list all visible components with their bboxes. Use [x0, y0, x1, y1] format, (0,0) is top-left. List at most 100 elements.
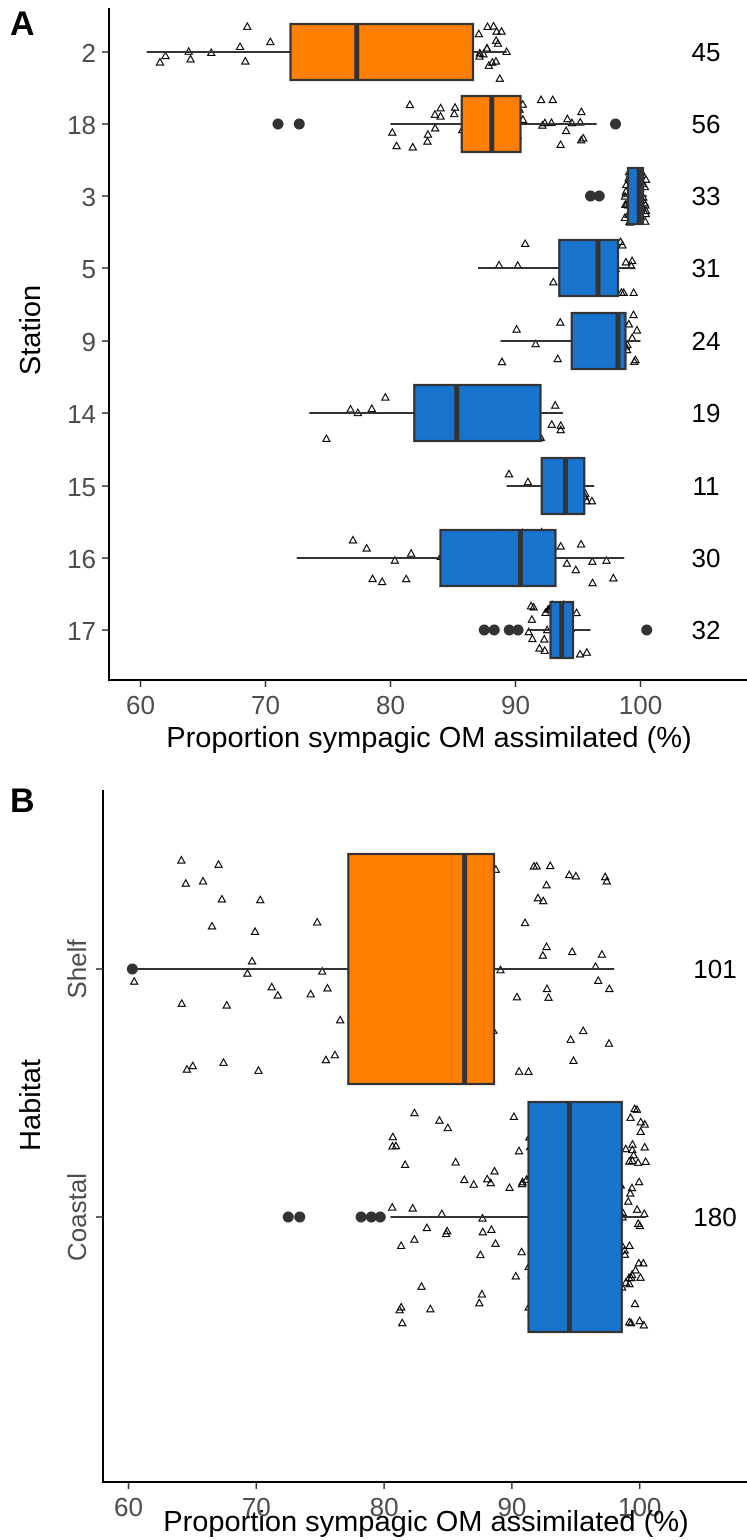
observation-point — [576, 135, 586, 144]
observation-point — [186, 54, 196, 63]
observation-point — [536, 94, 546, 104]
observation-point — [571, 565, 581, 574]
observation-point — [177, 998, 187, 1007]
observation-point — [555, 317, 565, 326]
observation-point — [541, 880, 552, 889]
observation-point — [449, 109, 459, 118]
observation-point — [408, 1203, 418, 1212]
observation-point — [634, 1177, 644, 1186]
observation-point — [562, 114, 572, 123]
y-tick-label: 3 — [82, 182, 96, 212]
observation-point — [588, 578, 598, 587]
panel-b: B Shelf Coastal 60 70 80 90 100 101 180 Propor… — [10, 782, 747, 1538]
observation-point — [546, 117, 557, 126]
observation-point — [425, 1304, 435, 1313]
panel-a-boxes — [146, 22, 653, 660]
observation-point — [624, 1279, 634, 1288]
observation-point — [629, 1150, 639, 1159]
observation-point — [395, 1305, 405, 1314]
observation-point — [517, 1247, 527, 1256]
observation-point — [561, 125, 571, 135]
observation-point — [406, 548, 416, 557]
observation-point — [486, 1178, 496, 1187]
observation-point — [520, 238, 530, 247]
box — [558, 238, 620, 298]
count-label: 32 — [692, 615, 721, 645]
panel-a: A 2 18 3 5 9 14 15 16 17 60 70 80 90 100 45 56 33 31 24 1… — [10, 5, 747, 754]
observation-point — [567, 118, 577, 127]
observation-point — [377, 576, 387, 586]
observation-point — [489, 1166, 500, 1175]
outlier-point — [503, 624, 515, 636]
observation-point — [621, 1277, 631, 1286]
x-tick-label: 80 — [376, 690, 405, 720]
observation-point — [255, 895, 265, 904]
observation-point — [218, 1057, 229, 1066]
observation-point — [490, 1238, 501, 1247]
observation-point — [400, 1159, 410, 1169]
observation-point — [556, 139, 566, 149]
observation-point — [436, 103, 446, 112]
observation-point — [401, 574, 411, 583]
observation-point — [542, 941, 552, 951]
panel-b-xticks: 60 70 80 90 100 — [114, 1482, 661, 1522]
observation-point — [520, 918, 530, 927]
observation-point — [621, 1144, 631, 1153]
y-tick-label: 5 — [82, 254, 96, 284]
observation-point — [416, 1281, 426, 1290]
observation-point — [182, 1064, 192, 1073]
observation-point — [572, 607, 582, 617]
observation-point — [529, 602, 539, 611]
observation-point — [636, 1117, 646, 1126]
observation-point — [616, 287, 627, 296]
observation-point — [478, 1227, 488, 1236]
observation-point — [514, 1146, 524, 1155]
observation-point — [214, 859, 224, 868]
observation-point — [640, 1142, 650, 1151]
observation-point — [517, 1177, 528, 1186]
observation-point — [129, 976, 139, 985]
count-label: 33 — [692, 181, 721, 211]
observation-point — [639, 1320, 649, 1329]
observation-point — [430, 109, 440, 118]
observation-point — [630, 1103, 640, 1113]
observation-point — [242, 968, 252, 977]
observation-point — [571, 871, 581, 880]
observation-point — [397, 1318, 407, 1327]
panel-b-plot — [126, 852, 651, 1334]
observation-point — [634, 1258, 644, 1267]
observation-point — [512, 992, 522, 1001]
observation-point — [638, 1258, 648, 1267]
observation-point — [405, 99, 415, 109]
observation-point — [390, 555, 400, 564]
observation-point — [633, 1218, 643, 1227]
y-tick-label: 16 — [67, 544, 96, 574]
observation-point — [641, 1156, 651, 1166]
outlier-point — [512, 624, 524, 636]
observation-point — [553, 354, 563, 363]
observation-point — [312, 917, 322, 926]
observation-point — [524, 627, 534, 636]
observation-point — [597, 949, 607, 958]
observation-point — [345, 404, 356, 413]
y-tick-label: Coastal — [62, 1173, 92, 1261]
observation-point — [556, 425, 566, 434]
observation-point — [492, 26, 502, 35]
observation-point — [487, 57, 497, 66]
observation-point — [640, 1119, 650, 1128]
observation-point — [317, 966, 327, 975]
outlier-point — [585, 190, 596, 202]
outlier-point — [294, 1211, 306, 1223]
observation-point — [469, 1179, 479, 1188]
observation-point — [608, 573, 618, 582]
panel-a-x-axis-title: Proportion sympagic OM assimilated (%) — [166, 722, 691, 754]
observation-point — [578, 1026, 588, 1035]
x-tick-label: 100 — [619, 690, 662, 720]
observation-point — [630, 1298, 640, 1308]
observation-point — [265, 37, 275, 46]
outlier-point — [593, 190, 605, 202]
count-label: 56 — [692, 109, 721, 139]
outlier-point — [478, 624, 490, 636]
observation-point — [625, 1188, 635, 1197]
